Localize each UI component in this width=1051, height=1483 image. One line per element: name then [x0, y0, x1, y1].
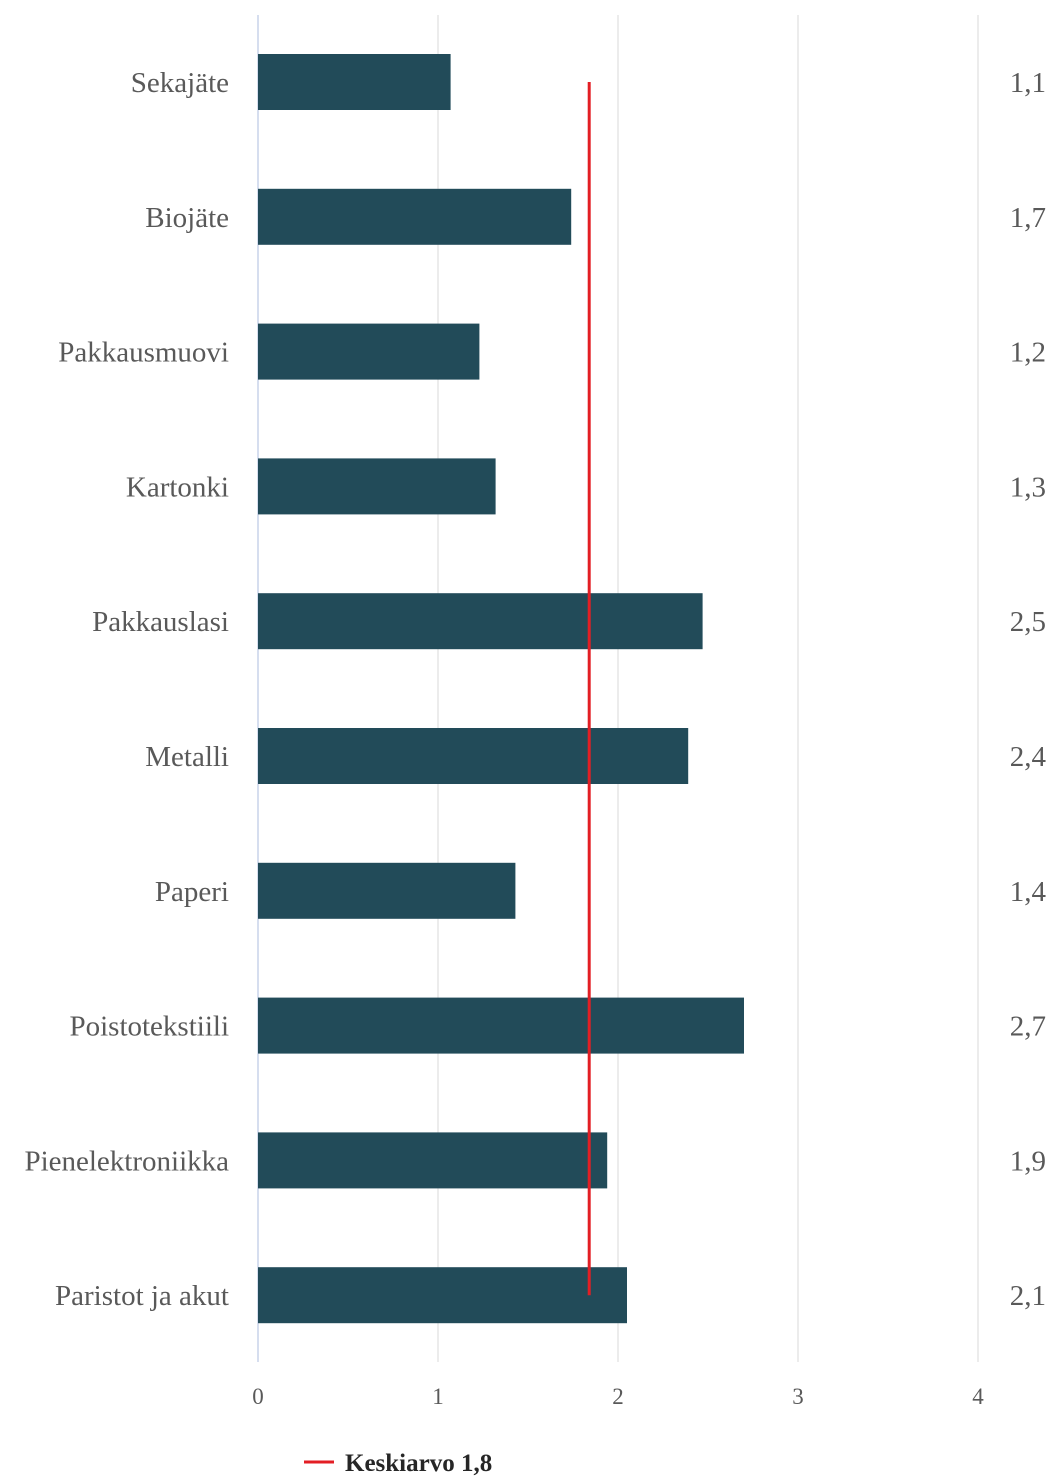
- category-label: Pakkausmuovi: [58, 337, 229, 369]
- value-label: 2,1: [1010, 1280, 1046, 1312]
- value-label: 1,1: [1010, 67, 1046, 99]
- bar: [258, 323, 480, 380]
- bar: [258, 1267, 627, 1324]
- x-tick-label: 0: [252, 1384, 264, 1409]
- value-label: 1,9: [1010, 1145, 1046, 1177]
- category-label: Metalli: [145, 741, 229, 773]
- category-label: Kartonki: [126, 471, 229, 503]
- value-label: 1,3: [1010, 471, 1046, 503]
- x-tick-label: 4: [972, 1384, 984, 1409]
- category-label: Sekajäte: [131, 67, 229, 99]
- x-tick-label: 3: [792, 1384, 804, 1409]
- legend-label: Keskiarvo 1,8: [345, 1450, 492, 1477]
- category-label: Paristot ja akut: [55, 1280, 229, 1312]
- value-label: 1,7: [1010, 202, 1046, 234]
- legend: Keskiarvo 1,8: [304, 1450, 492, 1477]
- category-label: Pakkauslasi: [92, 606, 229, 638]
- bar: [258, 728, 689, 784]
- bar: [258, 1132, 608, 1189]
- value-label: 1,2: [1010, 337, 1046, 369]
- bar: [258, 997, 744, 1054]
- bar: [258, 54, 451, 110]
- bars: [258, 54, 744, 1324]
- value-label: 2,7: [1010, 1011, 1046, 1043]
- category-label: Pienelektroniikka: [24, 1145, 229, 1177]
- category-label: Paperi: [155, 876, 229, 908]
- value-label: 2,5: [1010, 606, 1046, 638]
- bar: [258, 458, 496, 515]
- labels: 0 1 2 3 4 Sekajäte 1,1 Biojäte 1,7 Pakkausmuovi 1,…: [24, 67, 1046, 1409]
- value-label: 2,4: [1010, 741, 1047, 773]
- category-label: Biojäte: [145, 202, 229, 234]
- bar: [258, 862, 516, 919]
- category-label: Poistotekstiili: [69, 1011, 229, 1043]
- x-tick-label: 1: [432, 1384, 444, 1409]
- x-tick-label: 2: [612, 1384, 624, 1409]
- bar: [258, 593, 703, 650]
- value-label: 1,4: [1010, 876, 1047, 908]
- bar: [258, 188, 572, 245]
